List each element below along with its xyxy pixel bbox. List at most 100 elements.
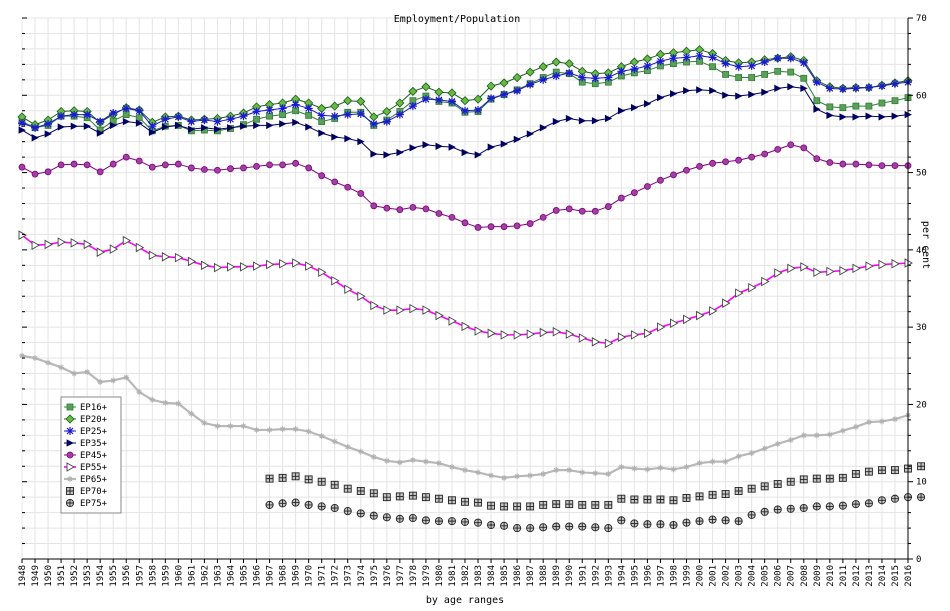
marker-triangle-open — [161, 252, 171, 262]
marker-triangle-open — [878, 259, 887, 270]
marker-circle — [305, 164, 313, 172]
marker-star — [266, 426, 273, 433]
data-point — [200, 116, 209, 125]
data-point — [722, 158, 729, 166]
x-tick-label: 2015 — [891, 565, 901, 587]
marker-star — [45, 359, 52, 366]
marker-asterisk — [656, 57, 665, 66]
series-ep65-plus — [19, 352, 911, 481]
data-point — [382, 106, 392, 117]
marker-triangle-open — [630, 330, 640, 340]
marker-cross — [591, 523, 599, 531]
marker-asterisk — [291, 100, 300, 109]
marker-asterisk — [630, 65, 639, 74]
marker-circle — [474, 224, 482, 231]
data-point — [304, 104, 313, 113]
data-point — [57, 123, 65, 131]
marker-square — [748, 74, 756, 81]
marker-triangle-open — [57, 237, 66, 247]
data-point — [148, 250, 158, 261]
marker-triangle — [214, 125, 222, 133]
marker-circle — [66, 451, 74, 459]
data-point — [435, 310, 444, 321]
marker-asterisk — [617, 67, 626, 76]
marker-circle — [279, 161, 286, 169]
x-tick-label: 1980 — [435, 565, 445, 587]
data-point — [617, 332, 627, 342]
marker-triangle — [474, 151, 482, 159]
data-point — [852, 113, 860, 121]
x-tick-label: 1975 — [370, 565, 380, 587]
data-point — [83, 239, 93, 250]
x-tick-label: 1952 — [70, 565, 80, 587]
marker-circle — [604, 203, 612, 210]
marker-triangle — [500, 140, 508, 148]
marker-circle — [83, 161, 91, 169]
marker-diamond — [421, 82, 431, 92]
x-tick-label: 2000 — [696, 565, 706, 587]
data-point — [70, 160, 78, 168]
marker-circle — [370, 202, 378, 210]
data-point — [565, 522, 574, 531]
data-point — [591, 523, 600, 532]
marker-circle — [878, 162, 886, 170]
marker-star — [891, 416, 898, 423]
data-point — [434, 95, 443, 104]
data-point — [761, 445, 768, 452]
marker-star — [631, 465, 638, 472]
marker-star — [748, 450, 755, 457]
data-point — [812, 474, 821, 483]
marker-asterisk — [148, 122, 157, 131]
data-point — [722, 458, 729, 465]
data-point — [552, 117, 561, 126]
marker-triangle — [96, 129, 105, 137]
marker-asterisk — [747, 61, 756, 70]
data-point — [591, 117, 600, 125]
data-point — [382, 117, 391, 126]
marker-cross — [318, 478, 326, 486]
data-point — [709, 159, 716, 167]
marker-triangle-open — [526, 329, 536, 339]
marker-triangle — [787, 83, 795, 91]
marker-diamond — [447, 88, 457, 98]
data-point — [227, 124, 235, 132]
marker-cross — [839, 474, 847, 482]
data-point — [487, 501, 496, 510]
marker-cross — [800, 475, 808, 483]
series-ep35-plus — [18, 83, 912, 159]
marker-triangle-open — [500, 330, 509, 340]
data-point — [461, 321, 470, 332]
marker-asterisk — [669, 54, 678, 63]
data-point — [461, 219, 469, 227]
marker-triangle-open — [435, 310, 444, 321]
marker-triangle-open — [135, 242, 145, 253]
marker-diamond — [395, 98, 405, 108]
marker-asterisk — [382, 117, 391, 126]
marker-circle — [96, 168, 104, 176]
marker-star — [370, 453, 377, 460]
marker-asterisk — [421, 95, 430, 104]
marker-triangle — [148, 128, 157, 137]
marker-triangle — [513, 135, 522, 143]
x-tick-label: 1996 — [643, 565, 653, 587]
data-point — [70, 238, 80, 248]
data-point — [174, 121, 183, 130]
data-point — [161, 115, 170, 124]
marker-star — [644, 466, 651, 473]
marker-triangle — [66, 439, 74, 447]
x-tick-label: 2011 — [839, 565, 849, 587]
marker-asterisk — [447, 97, 456, 106]
axes: 1948 1949 1950 1951 1952 1953 1954 1955 1956 1957… — [18, 14, 927, 587]
data-point — [643, 520, 652, 529]
data-point — [513, 524, 522, 533]
data-point — [683, 166, 690, 174]
data-point — [201, 124, 209, 132]
data-point — [734, 62, 743, 71]
marker-star — [305, 428, 312, 435]
marker-circle — [657, 176, 664, 184]
data-point — [239, 112, 248, 121]
marker-triangle — [722, 91, 730, 99]
data-point — [526, 80, 535, 89]
marker-circle — [318, 172, 326, 180]
marker-star — [58, 364, 65, 371]
